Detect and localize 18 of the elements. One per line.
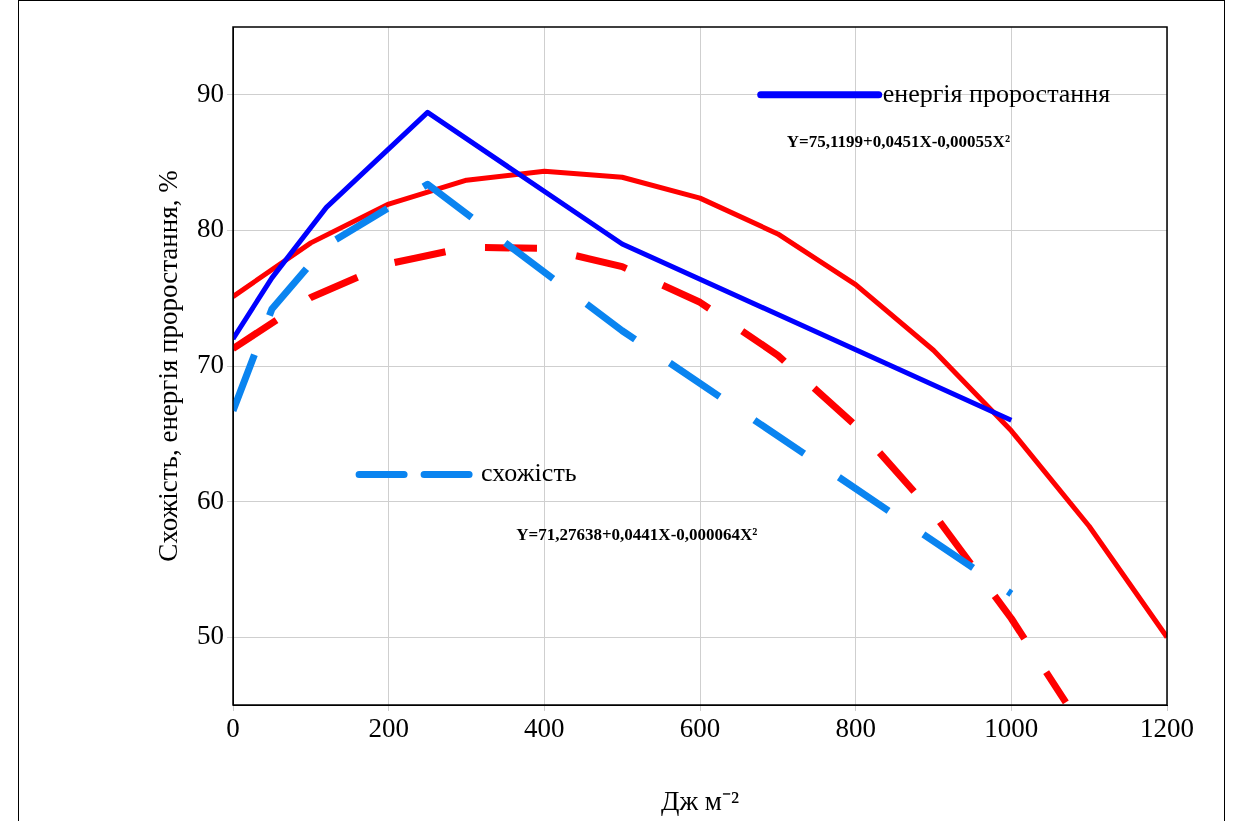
legend-label: енергія проростання: [882, 78, 1111, 108]
x-axis-title: Дж м⁻²: [660, 785, 740, 816]
y-tick-label: 90: [197, 77, 224, 108]
y-tick-label: 50: [197, 620, 224, 651]
x-tick-label: 600: [679, 713, 721, 744]
x-tick-label: 400: [524, 713, 565, 744]
x-tick-label: 1200: [1140, 713, 1194, 744]
y-tick-label: 80: [197, 213, 224, 244]
annotation: Y=75,1199+0,0451X-0,00055X²: [786, 131, 1010, 151]
annotation: Y=71,27638+0,0441X-0,000064X²: [516, 524, 758, 544]
x-tick-label: 200: [368, 713, 409, 744]
x-tick-label: 1000: [984, 713, 1039, 744]
y-tick-label: 70: [197, 349, 224, 380]
y-tick-label: 60: [197, 484, 224, 515]
x-tick-label: 800: [835, 713, 876, 744]
legend-label: схожість: [481, 458, 577, 488]
y-axis-title: Схожість, енергія проростання, %: [153, 170, 184, 562]
x-tick-label: 0: [226, 713, 240, 744]
